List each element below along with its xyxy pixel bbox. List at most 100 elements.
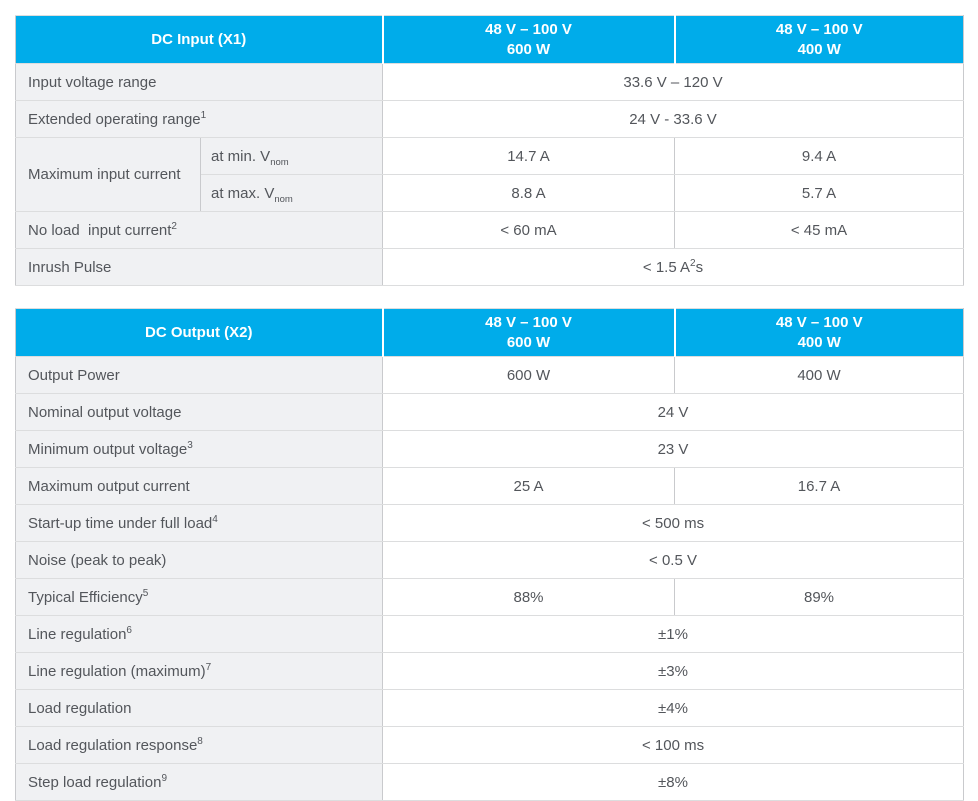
column-header-power: 600 W (506, 40, 551, 58)
value-cell: 24 V - 33.6 V (382, 100, 964, 138)
row-sublabel: at max. Vnom (200, 174, 383, 212)
row-label: Inrush Pulse (15, 248, 383, 286)
table-row: at max. Vnom 8.8 A 5.7 A (16, 174, 964, 212)
row-label: Maximum output current (14, 467, 384, 505)
value-text: 25 A (513, 477, 544, 495)
table-row: No load input current2 < 60 mA < 45 mA (15, 211, 964, 249)
footnote-marker: 7 (205, 661, 212, 673)
header-row: DC Input (X1) 48 V – 100 V 600 W 48 V – 100… (15, 15, 964, 64)
row-label: Nominal output voltage (14, 393, 384, 431)
table-title: DC Input (X1) (15, 15, 383, 64)
row-label: Line regulation6 (14, 615, 384, 653)
footnote-marker: 6 (126, 624, 132, 636)
value-cell: 8.8 A (382, 174, 675, 212)
row-label-text: Maximum input current (28, 166, 181, 183)
value-text: 24 V (657, 403, 689, 421)
value-text: 600 W (506, 366, 551, 384)
value-text: 14.7 A (507, 147, 550, 165)
row-label: No load input current2 (15, 211, 383, 249)
table-row: Minimum output voltage3 23 V (14, 430, 965, 468)
row-label-text: Inrush Pulse (28, 258, 112, 276)
footnote-marker: 2 (171, 220, 177, 232)
value-text: < 500 ms (641, 514, 705, 532)
row-label-text: Typical Efficiency (28, 588, 143, 606)
header-row: DC Output (X2) 48 V – 100 V 600 W 48 V – 10… (14, 308, 965, 357)
row-label-text: Maximum output current (28, 477, 190, 495)
footnote-marker: 5 (142, 587, 149, 599)
column-header: 48 V – 100 V 600 W (381, 15, 675, 64)
value-cell: < 500 ms (382, 504, 965, 542)
column-header-power: 400 W (797, 40, 841, 58)
value-text: < 45 mA (790, 221, 848, 239)
row-label-text: Step load regulation (28, 773, 162, 791)
value-cell: ±8% (382, 763, 965, 801)
column-header-voltage: 48 V – 100 V (485, 20, 572, 38)
row-label: Typical Efficiency5 (14, 578, 384, 616)
value-cell: 5.7 A (674, 174, 964, 212)
row-label: Maximum input current (15, 137, 201, 212)
value-cell: < 60 mA (382, 211, 675, 249)
table-title: DC Output (X2) (14, 308, 384, 357)
value-text: ±3% (658, 662, 688, 680)
table-row: Load regulation response8 < 100 ms (14, 726, 965, 764)
value-text: 16.7 A (797, 477, 841, 495)
value-text: < 1.5 A (642, 258, 691, 276)
value-text: 8.8 A (511, 184, 546, 202)
value-cell: < 0.5 V (382, 541, 965, 579)
row-label: Start-up time under full load4 (14, 504, 384, 542)
column-header-voltage: 48 V – 100 V (775, 313, 863, 331)
column-header-voltage: 48 V – 100 V (775, 20, 863, 38)
value-text: 33.6 V – 120 V (623, 73, 723, 91)
row-label-text: Input voltage range (28, 73, 157, 91)
row-label-text: Minimum output voltage (28, 440, 188, 458)
column-header: 48 V – 100 V 400 W (673, 15, 964, 64)
value-cell: 16.7 A (674, 467, 965, 505)
table-row: Maximum output current 25 A 16.7 A (14, 467, 965, 505)
row-label-text: Nominal output voltage (28, 403, 182, 421)
value-text: 9.4 A (801, 147, 837, 165)
value-cell: ±4% (382, 689, 965, 727)
value-text: 23 V (657, 440, 689, 458)
row-label: Load regulation (14, 689, 384, 727)
subscript-unit: nom (274, 193, 293, 205)
row-label: Minimum output voltage3 (14, 430, 384, 468)
column-header: 48 V – 100 V 400 W (673, 308, 965, 357)
subscript-unit: nom (270, 156, 289, 168)
value-text: 400 W (797, 366, 841, 384)
value-cell: 88% (382, 578, 676, 616)
row-label-text: No load input current (28, 221, 172, 239)
row-label-text: Line regulation (maximum) (28, 662, 206, 680)
table-row: Inrush Pulse < 1.5 A2s (15, 248, 964, 286)
footnote-marker: 4 (212, 513, 218, 525)
column-header-power: 400 W (797, 333, 841, 351)
value-cell: ±1% (382, 615, 965, 653)
table-row: Typical Efficiency5 88% 89% (14, 578, 965, 616)
dc-output-spec-table: DC Output (X2) 48 V – 100 V 600 W 48 V – 10… (14, 308, 965, 801)
table-row: Step load regulation9 ±8% (14, 763, 965, 801)
column-header-voltage: 48 V – 100 V (485, 313, 572, 331)
table-row: Line regulation (maximum)7 ±3% (14, 652, 965, 690)
row-sublabel-text: at max. V (211, 184, 275, 202)
row-label-text: Output Power (28, 366, 120, 384)
row-label: Load regulation response8 (14, 726, 384, 764)
row-label-text: Noise (peak to peak) (28, 551, 167, 569)
table-body: Output Power 600 W 400 W Nominal output vol… (14, 356, 965, 801)
table-header: DC Output (X2) 48 V – 100 V 600 W 48 V – 10… (14, 308, 965, 357)
column-header: 48 V – 100 V 600 W (381, 308, 676, 357)
footnote-marker: 3 (187, 439, 193, 451)
table-row: Start-up time under full load4 < 500 ms (14, 504, 965, 542)
value-text: < 0.5 V (649, 551, 697, 569)
value-cell: 400 W (674, 356, 965, 394)
table-row: Output Power 600 W 400 W (14, 356, 965, 394)
row-label: Noise (peak to peak) (14, 541, 384, 579)
row-label-text: Load regulation (28, 699, 132, 717)
row-sublabel: at min. Vnom (200, 137, 383, 175)
footnote-marker: 1 (200, 109, 207, 121)
row-label-text: Extended operating range (28, 110, 201, 128)
value-cell: 23 V (382, 430, 965, 468)
value-text: < 100 ms (641, 736, 705, 754)
row-label-text: Load regulation response (28, 736, 198, 754)
table-row: Nominal output voltage 24 V (14, 393, 965, 431)
value-text: 89% (804, 588, 835, 606)
